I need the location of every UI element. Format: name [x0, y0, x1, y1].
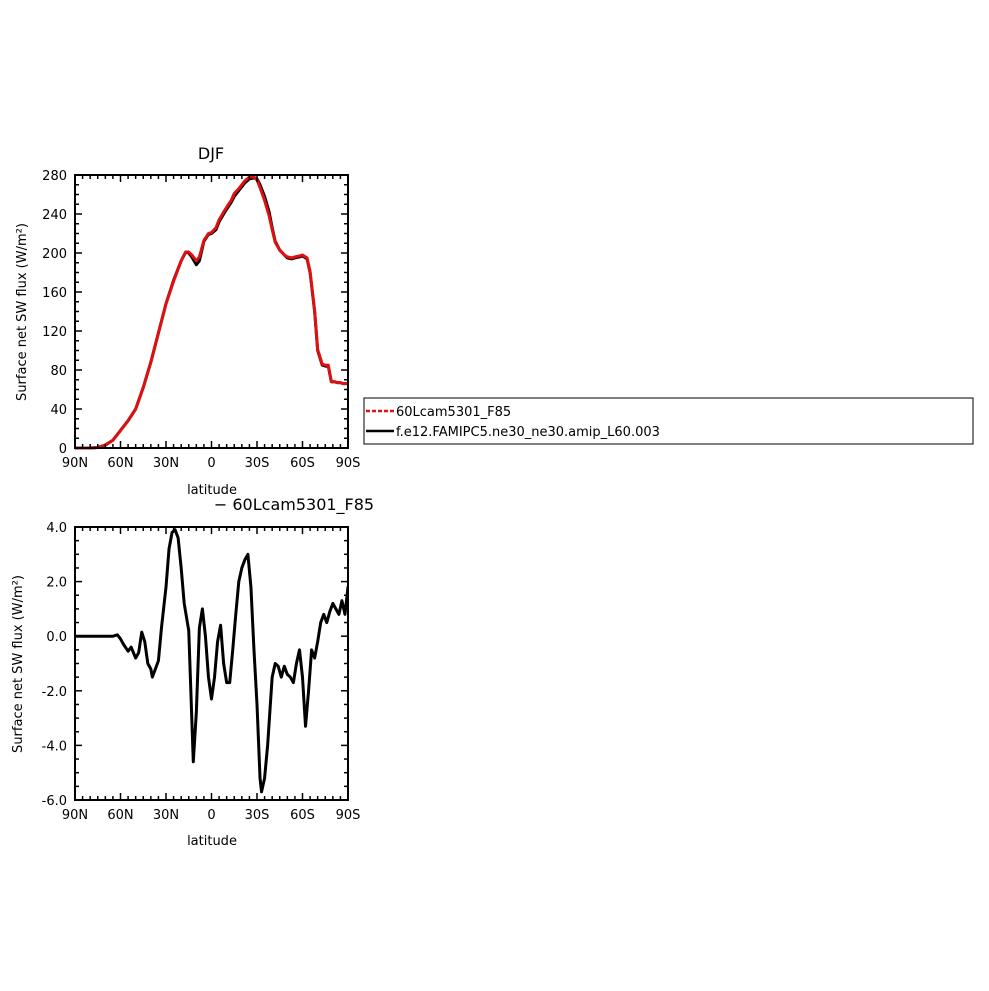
top-panel-xlabel: latitude: [187, 483, 237, 498]
bottom-panel-ylabel: Surface net SW flux (W/m²): [11, 575, 26, 753]
top-ytick-label: 240: [42, 208, 67, 223]
bottom-series-line-0: [75, 528, 348, 794]
top-xtick-label: 90N: [62, 456, 88, 471]
legend: 60Lcam5301_F85 f.e12.FAMIPC5.ne30_ne30.a…: [363, 397, 974, 445]
top-xtick-label: 0: [207, 456, 215, 471]
top-xtick-label: 90S: [336, 456, 361, 471]
bottom-xtick-label: 90S: [336, 808, 361, 823]
top-panel-title: DJF: [198, 144, 224, 163]
legend-label-cam5301: 60Lcam5301_F85: [396, 405, 511, 420]
top-ytick-label: 40: [50, 403, 67, 418]
top-xtick-label: 60S: [290, 456, 315, 471]
top-ytick-label: 160: [42, 286, 67, 301]
bottom-xtick-label: 30S: [245, 808, 270, 823]
legend-box: [363, 397, 974, 445]
bottom-ytick-label: 4.0: [46, 521, 67, 536]
bottom-ytick-label: -4.0: [42, 739, 67, 754]
top-ytick-label: 120: [42, 325, 67, 340]
top-xtick-label: 30N: [153, 456, 179, 471]
bottom-ytick-label: 0.0: [46, 630, 67, 645]
bottom-xtick-label: 90N: [62, 808, 88, 823]
bottom-panel-xlabel: latitude: [187, 834, 237, 849]
bottom-ytick-label: -2.0: [42, 685, 67, 700]
bottom-ytick-label: -6.0: [42, 794, 67, 809]
top-series-line-1: [75, 175, 348, 450]
bottom-panel-title: − 60Lcam5301_F85: [214, 495, 374, 515]
top-ytick-label: 80: [50, 364, 67, 379]
top-xtick-label: 60N: [107, 456, 133, 471]
bottom-xtick-label: 60S: [290, 808, 315, 823]
top-ytick-label: 280: [42, 169, 67, 184]
top-panel-ylabel: Surface net SW flux (W/m²): [15, 223, 30, 401]
bottom-xtick-label: 30N: [153, 808, 179, 823]
bottom-panel: − 60Lcam5301_F85 latitude Surface net SW…: [11, 495, 374, 849]
bottom-xtick-label: 0: [207, 808, 215, 823]
legend-label-famipc5: f.e12.FAMIPC5.ne30_ne30.amip_L60.003: [396, 425, 660, 440]
top-ytick-label: 200: [42, 247, 67, 262]
bottom-xtick-label: 60N: [107, 808, 133, 823]
top-ytick-label: 0: [59, 442, 67, 457]
bottom-ytick-label: 2.0: [46, 576, 67, 591]
top-xtick-label: 30S: [245, 456, 270, 471]
top-panel: DJF latitude Surface net SW flux (W/m²) …: [15, 144, 360, 498]
